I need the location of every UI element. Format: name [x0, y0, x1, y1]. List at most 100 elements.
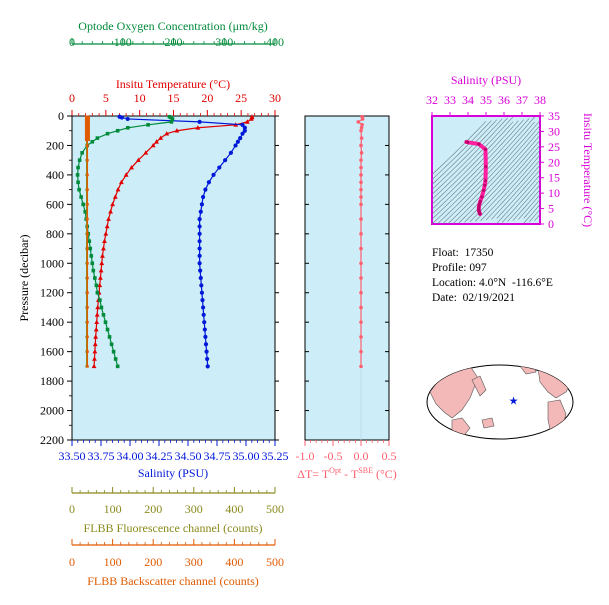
- oxygen-point: [87, 239, 92, 243]
- date-value: 02/19/2021: [462, 292, 516, 304]
- temperature-point: [154, 139, 159, 144]
- temperature-point: [115, 187, 121, 192]
- temperature-point: [94, 319, 100, 324]
- oxygen-tick-label: 0: [69, 35, 75, 49]
- salinity-point: [233, 143, 238, 148]
- salinity-point: [201, 312, 206, 317]
- delta-t-point: [359, 143, 363, 148]
- oxygen-tick-label: 300: [215, 35, 233, 49]
- profile-row: Profile: 097: [432, 261, 553, 276]
- salinity-point: [119, 115, 124, 120]
- salinity-point: [199, 283, 204, 288]
- oxygen-point: [80, 151, 84, 155]
- ts-salinity-axis-title: Salinity (PSU): [451, 73, 521, 87]
- temperature-point: [91, 363, 97, 369]
- delta-t-point: [359, 290, 363, 295]
- pressure-tick-label: 1600: [40, 345, 64, 359]
- ts-point: [466, 140, 470, 144]
- ts-isopycnal-line: [474, 149, 541, 222]
- ts-isopycnal-line: [469, 145, 541, 223]
- ts-isopycnal-line: [431, 118, 530, 220]
- salinity-tick-label: 35.00: [233, 449, 260, 463]
- ts-x-tick-label: 37: [516, 93, 528, 107]
- temperature-point: [174, 128, 180, 133]
- float-value: 17350: [464, 247, 494, 259]
- salinity-point: [203, 334, 208, 340]
- ts-point: [484, 165, 488, 169]
- salinity-point: [206, 180, 211, 185]
- ts-y-tick-label: 5: [548, 202, 554, 216]
- fluorescence-tick-label: 100: [104, 502, 122, 516]
- date-label: Date:: [432, 292, 457, 304]
- salinity-point: [217, 165, 222, 170]
- salinity-point: [197, 119, 202, 124]
- backscatter-axis-title: FLBB Backscatter channel (counts): [87, 574, 259, 588]
- salinity-point: [203, 342, 209, 347]
- pressure-tick-label: 1800: [40, 374, 64, 388]
- salinity-axis-title: Salinity (PSU): [138, 466, 208, 480]
- ts-y-tick-label: 0: [548, 217, 554, 231]
- temperature-tick-label: 30: [269, 91, 281, 105]
- salinity-point: [198, 209, 203, 214]
- temperature-point: [92, 356, 97, 361]
- delta-t-point: [360, 117, 365, 121]
- delta-t-point: [359, 246, 363, 251]
- salinity-point: [242, 128, 247, 133]
- salinity-tick-label: 34.25: [146, 449, 173, 463]
- fluorescence-axis-title: FLBB Fluorescence channel (counts): [84, 521, 263, 535]
- backscatter-point: [86, 158, 89, 162]
- delta-t-point: [359, 173, 363, 177]
- temperature-point: [100, 253, 105, 258]
- temperature-point: [110, 201, 115, 207]
- delta-t-point: [359, 261, 363, 266]
- delta-t-point: [359, 136, 364, 140]
- ts-point: [482, 188, 486, 192]
- backscatter-tick-label: 0: [69, 555, 75, 569]
- temperature-tick-label: 0: [69, 91, 75, 105]
- temperature-point: [143, 150, 149, 155]
- ts-x-tick-label: 36: [498, 93, 510, 107]
- continent-shape: [481, 417, 495, 429]
- pressure-tick-label: 600: [46, 197, 64, 211]
- ts-isopycnal-line: [431, 119, 525, 215]
- salinity-point: [197, 216, 202, 222]
- oxygen-point: [113, 357, 118, 361]
- backscatter-point: [86, 261, 89, 265]
- fluorescence-tick-label: 500: [266, 502, 284, 516]
- salinity-tick-label: 33.50: [59, 449, 86, 463]
- delta-t-point: [359, 202, 363, 207]
- backscatter-tick-label: 200: [144, 555, 162, 569]
- ts-point: [483, 179, 488, 183]
- delta-t-tick-label: -1.0: [296, 449, 315, 463]
- salinity-point: [202, 320, 207, 325]
- delta-t-point: [359, 217, 363, 221]
- salinity-point: [197, 239, 202, 244]
- fluorescence-tick-label: 400: [225, 502, 243, 516]
- salinity-point: [197, 261, 202, 266]
- ts-y-tick-label: 35: [548, 109, 560, 123]
- profile-label: Profile:: [432, 262, 467, 274]
- delta-t-point: [359, 151, 364, 155]
- salinity-point: [125, 116, 130, 122]
- ts-isopycnal-line: [534, 214, 541, 221]
- backscatter-point: [86, 350, 89, 353]
- salinity-point: [238, 135, 243, 141]
- oxygen-point: [81, 202, 85, 207]
- delta-t-point: [359, 165, 363, 170]
- delta-t-point: [360, 123, 364, 127]
- temperature-point: [103, 231, 109, 236]
- pressure-tick-label: 1000: [40, 256, 64, 270]
- ts-isopycnal-line: [501, 179, 541, 223]
- oxygen-point: [126, 125, 130, 130]
- temperature-tick-label: 25: [235, 91, 247, 105]
- oxygen-point: [95, 136, 100, 140]
- backscatter-point: [86, 306, 89, 309]
- fluorescence-tick-label: 300: [185, 502, 203, 516]
- oxygen-point: [170, 117, 175, 121]
- backscatter-surface-bar: [84, 116, 90, 142]
- ts-isopycnal-line: [507, 184, 541, 222]
- float-position-marker: ★: [509, 395, 519, 407]
- oxygen-point: [76, 180, 80, 185]
- temperature-axis-title: Insitu Temperature (°C): [116, 77, 230, 91]
